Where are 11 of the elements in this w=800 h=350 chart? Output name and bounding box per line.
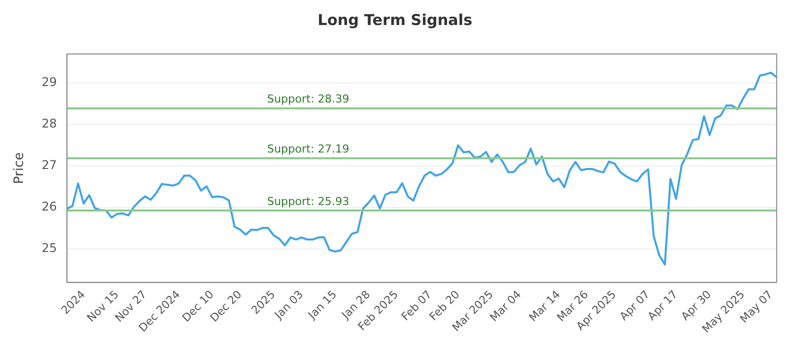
chart-title: Long Term Signals <box>318 10 472 29</box>
x-tick-label: Jan 15 <box>305 288 340 322</box>
ref-line-label: Support: 28.39 <box>267 92 350 106</box>
ref-line-label: Support: 25.93 <box>267 194 350 208</box>
y-axis-title: Price <box>12 152 28 184</box>
y-tick-label: 25 <box>42 241 57 256</box>
ref-line-label: Support: 27.19 <box>267 142 350 156</box>
y-tick-label: 27 <box>42 158 57 172</box>
y-tick-label: 26 <box>42 200 57 214</box>
y-tick-label: 29 <box>42 75 57 90</box>
y-tick-label: 28 <box>42 116 57 131</box>
